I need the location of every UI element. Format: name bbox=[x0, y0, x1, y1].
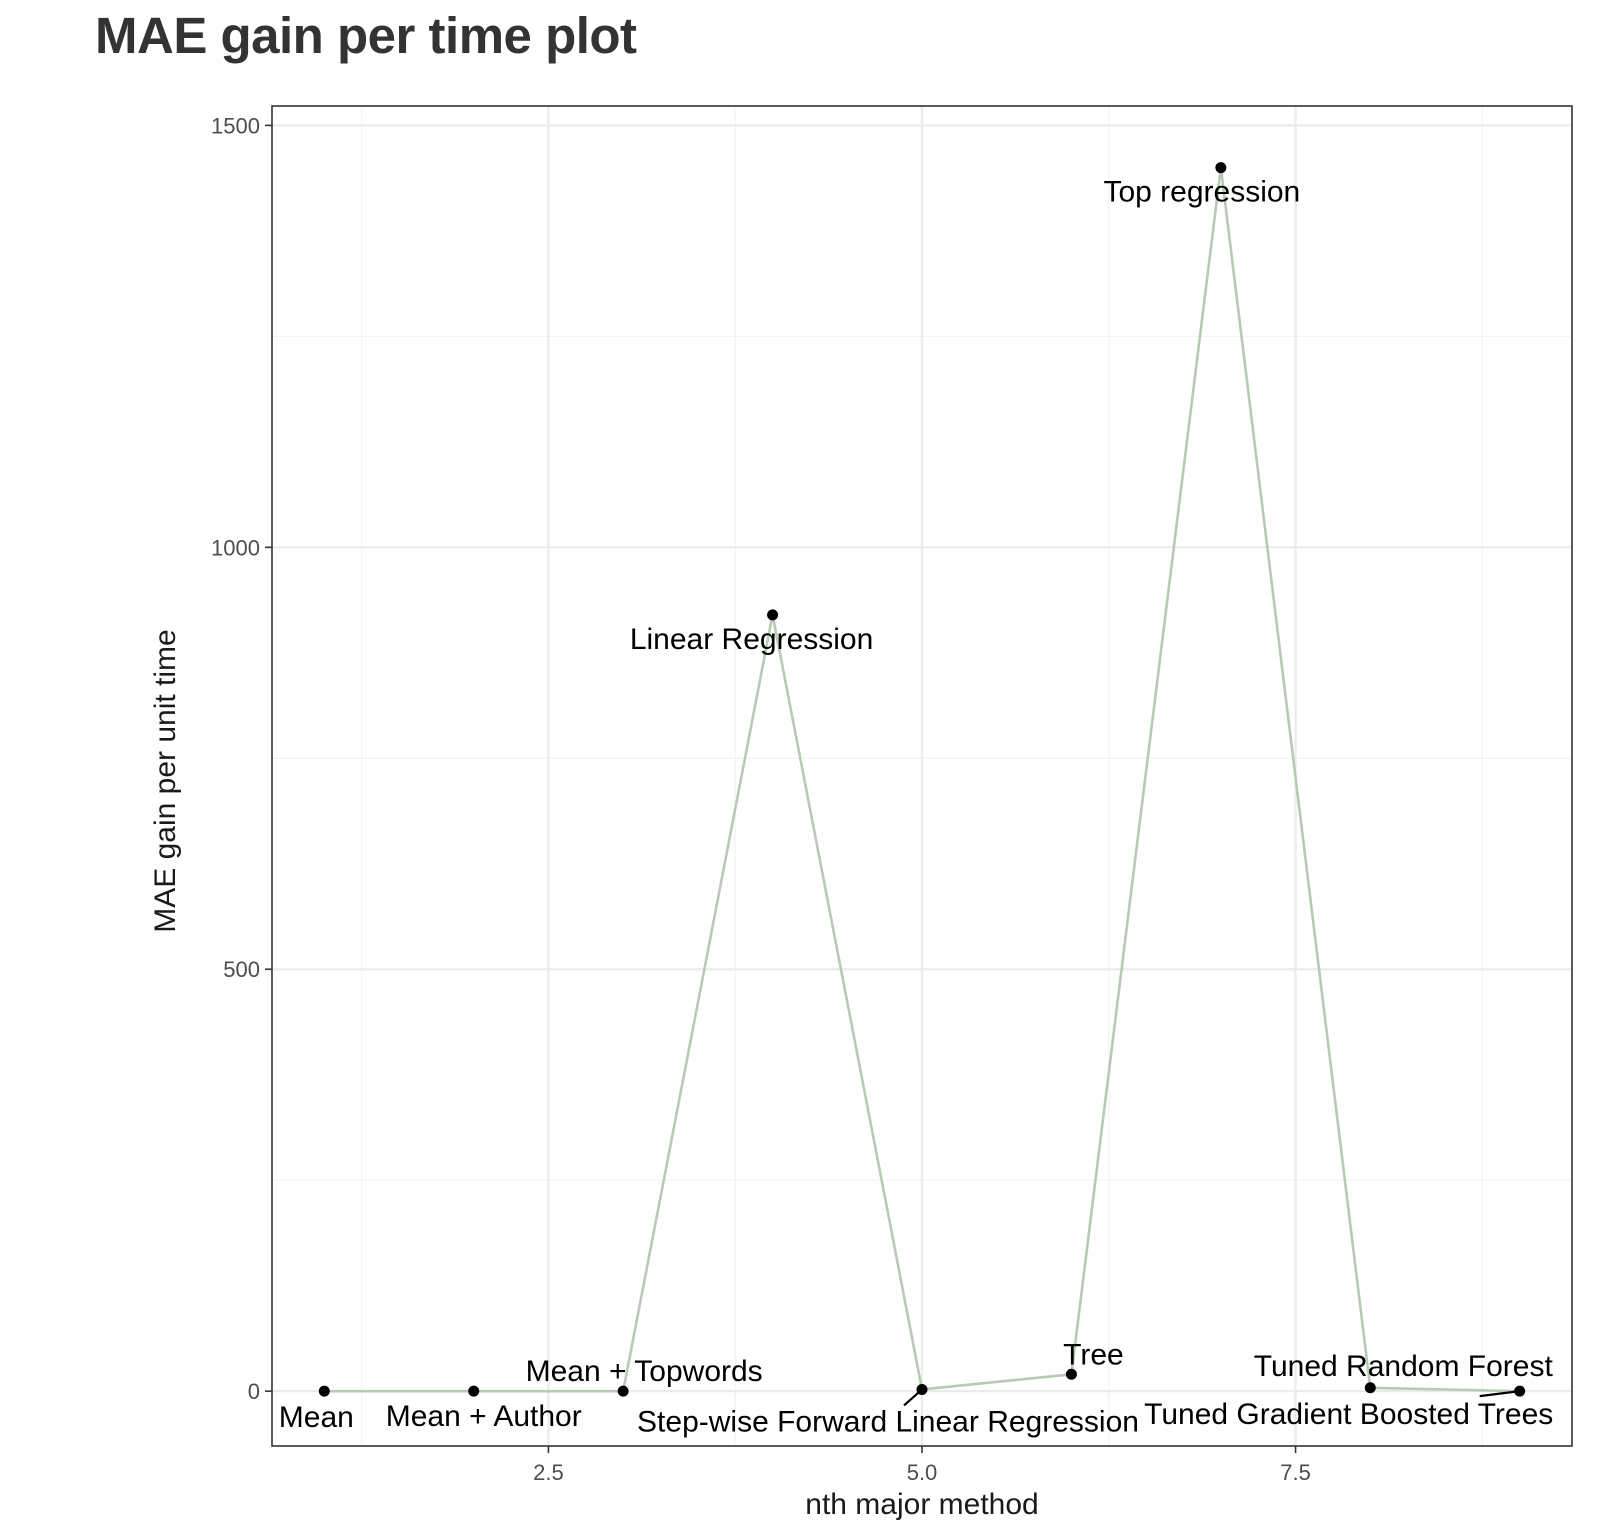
major-gridlines bbox=[272, 106, 1572, 1446]
data-point bbox=[1065, 1368, 1077, 1380]
label-leader-line bbox=[1479, 1390, 1520, 1398]
point-label: Tuned Gradient Boosted Trees bbox=[1144, 1398, 1553, 1431]
point-label: Mean + Topwords bbox=[526, 1355, 763, 1388]
y-axis-title: MAE gain per unit time bbox=[149, 629, 182, 932]
x-axis: 2.5 5.0 7.5 bbox=[533, 1446, 1311, 1485]
y-tick-label: 0 bbox=[248, 1379, 260, 1404]
data-point bbox=[767, 609, 779, 621]
data-point bbox=[318, 1385, 330, 1397]
y-axis: 0 500 1000 1500 bbox=[211, 113, 272, 1404]
chart-title: MAE gain per time plot bbox=[95, 7, 637, 64]
point-labels: Mean Mean + Author Mean + Topwords Linear R… bbox=[279, 176, 1554, 1439]
x-axis-title: nth major method bbox=[805, 1488, 1038, 1521]
y-tick-label: 1000 bbox=[211, 535, 260, 560]
label-leader-line bbox=[903, 1388, 923, 1407]
data-point bbox=[1215, 162, 1227, 174]
data-point bbox=[468, 1385, 480, 1397]
point-label: Step-wise Forward Linear Regression bbox=[637, 1405, 1139, 1438]
point-label: Mean bbox=[279, 1401, 354, 1434]
data-point bbox=[1364, 1382, 1376, 1394]
point-label: Top regression bbox=[1103, 176, 1300, 209]
x-tick-label: 2.5 bbox=[533, 1460, 564, 1485]
x-tick-label: 5.0 bbox=[907, 1460, 938, 1485]
point-label: Linear Regression bbox=[630, 623, 873, 656]
y-tick-label: 500 bbox=[223, 957, 260, 982]
data-point bbox=[617, 1385, 629, 1397]
point-label: Tuned Random Forest bbox=[1254, 1350, 1554, 1383]
point-label: Mean + Author bbox=[386, 1400, 582, 1433]
x-tick-label: 7.5 bbox=[1280, 1460, 1311, 1485]
label-leader-lines bbox=[903, 1388, 1520, 1407]
point-label: Tree bbox=[1063, 1338, 1124, 1371]
data-points bbox=[318, 162, 1526, 1397]
y-tick-label: 1500 bbox=[211, 113, 260, 138]
